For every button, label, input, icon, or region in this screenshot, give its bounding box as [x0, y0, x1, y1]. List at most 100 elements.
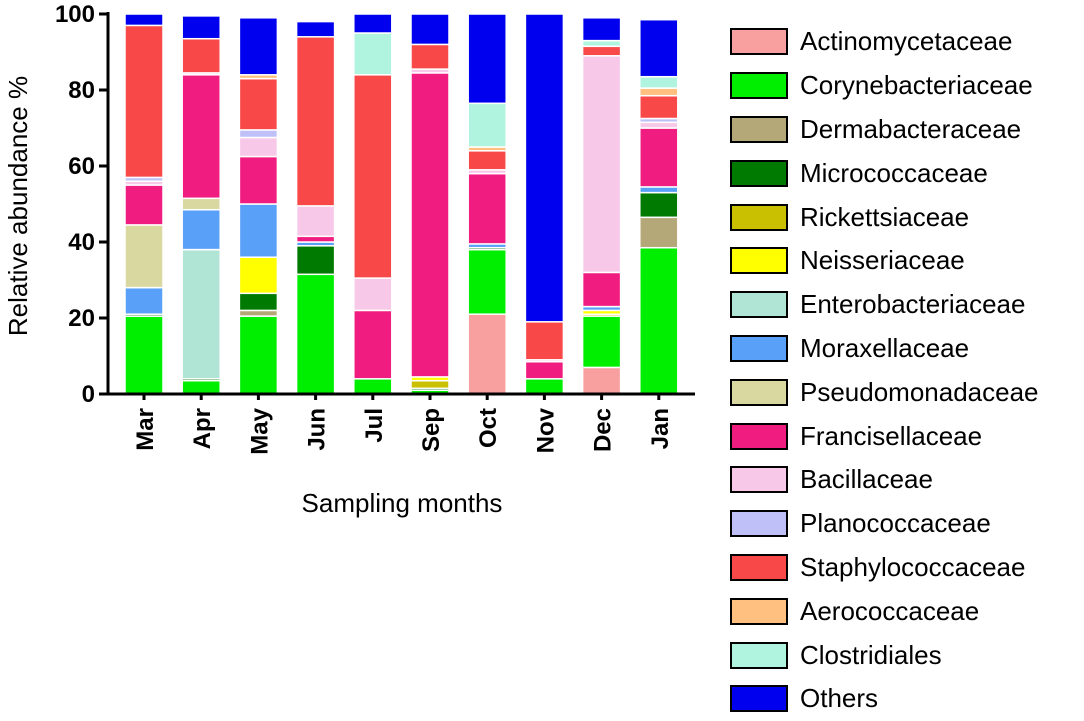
bar-segment-may-15 — [238, 17, 279, 76]
legend-item-francisellaceae: Francisellaceae — [730, 414, 1039, 458]
legend-swatch — [730, 115, 788, 143]
legend-label: Neisseriaceae — [800, 245, 965, 276]
bar-segment-nov-12 — [524, 321, 565, 361]
bar-segment-oct-15 — [467, 13, 507, 105]
bar-segment-may-12 — [238, 77, 279, 131]
bar-segment-mar-12 — [124, 24, 164, 179]
legend-swatch — [730, 291, 788, 319]
legend-label: Others — [800, 683, 879, 714]
legend-item-corynebacteriaceae: Corynebacteriaceae — [730, 64, 1039, 108]
legend-label: Enterobacteriaceae — [800, 289, 1026, 320]
stacked-bar-chart: Mar Apr May Jun Jul Sep Oct Nov Dec Jan 0 20 40 60 80 1… — [3, 1, 695, 518]
legend-item-aerococcaceae: Aerococcaceae — [730, 589, 1039, 633]
bar-segment-jun-1 — [295, 273, 336, 395]
x-tick-label-mar: Mar — [132, 408, 159, 451]
legend-swatch — [730, 72, 788, 100]
bar-segment-jan-13 — [639, 87, 679, 97]
legend-swatch — [730, 466, 788, 494]
y-tick-label-100: 100 — [55, 1, 95, 28]
legend-label: Clostridiales — [800, 639, 942, 670]
bar-segment-nov-15 — [524, 13, 565, 323]
legend-swatch — [730, 247, 788, 275]
bar-segment-sep-4 — [410, 379, 450, 390]
bar-segment-jun-9 — [295, 235, 336, 243]
legend-swatch — [730, 597, 788, 625]
bar-segment-jan-15 — [639, 18, 679, 78]
bar-segment-mar-15 — [124, 13, 164, 27]
x-tick-label-nov: Nov — [532, 407, 559, 453]
bar-segment-apr-6 — [181, 248, 221, 380]
legend-swatch — [730, 685, 788, 713]
x-axis-label: Sampling months — [302, 488, 503, 518]
tick-labels: Mar Apr May Jun Jul Sep Oct Nov Dec Jan 0 20 40 60 80 1… — [55, 1, 674, 455]
legend-item-bacillaceae: Bacillaceae — [730, 458, 1039, 502]
bar-segment-may-5 — [238, 256, 279, 295]
bar-segment-jan-9 — [639, 127, 679, 188]
bar-segment-dec-15 — [581, 17, 622, 42]
bar-segment-mar-8 — [124, 224, 164, 289]
legend-item-enterobacteriaceae: Enterobacteriaceae — [730, 283, 1039, 327]
bar-segment-jul-12 — [353, 74, 393, 279]
legend-label: Bacillaceae — [800, 464, 933, 495]
bar-segment-apr-9 — [181, 74, 221, 200]
legend-label: Dermabacteraceae — [800, 113, 1022, 144]
x-tick-label-jul: Jul — [361, 408, 388, 443]
legend-label: Rickettsiaceae — [800, 201, 970, 232]
legend-swatch — [730, 641, 788, 669]
legend-item-clostridiales: Clostridiales — [730, 633, 1039, 677]
x-tick-label-sep: Sep — [418, 408, 445, 452]
x-tick-label-dec: Dec — [590, 408, 617, 452]
bar-segment-dec-12 — [581, 45, 622, 57]
bar-segment-jan-3 — [639, 191, 679, 219]
bar-segment-dec-1 — [581, 315, 622, 369]
x-tick-label-oct: Oct — [475, 408, 502, 448]
legend-label: Actinomycetaceae — [800, 26, 1013, 57]
legend-label: Aerococcaceae — [800, 595, 980, 626]
bar-segment-jan-14 — [639, 75, 679, 89]
bar-segment-jun-12 — [295, 36, 336, 207]
bar-segment-jan-2 — [639, 216, 679, 249]
bar-segment-dec-9 — [581, 271, 622, 308]
y-tick-label-20: 20 — [68, 305, 95, 332]
bar-segment-nov-9 — [524, 360, 565, 380]
legend-item-moraxellaceae: Moraxellaceae — [730, 327, 1039, 371]
x-tick-label-jan: Jan — [647, 408, 674, 449]
bar-segment-may-1 — [238, 315, 279, 395]
bar-segment-mar-9 — [124, 184, 164, 226]
legend-item-micrococcaceae: Micrococcaceae — [730, 151, 1039, 195]
bar-segment-dec-0 — [581, 366, 622, 395]
bar-segment-oct-1 — [467, 248, 507, 315]
bar-segment-jul-14 — [353, 32, 393, 76]
legend-label: Pseudomonadaceae — [800, 376, 1039, 407]
bar-segment-apr-7 — [181, 208, 221, 251]
bar-segment-may-9 — [238, 155, 279, 205]
bar-segment-jun-10 — [295, 205, 336, 238]
y-tick-label-40: 40 — [68, 229, 95, 256]
bar-segment-sep-12 — [410, 43, 450, 70]
y-axis-label: Relative abundance % — [3, 76, 33, 336]
bar-segment-jul-10 — [353, 277, 393, 312]
legend-swatch — [730, 334, 788, 362]
legend-label: Staphylococcaceae — [800, 551, 1026, 582]
legend-swatch — [730, 28, 788, 56]
legend-item-planococcaceae: Planococcaceae — [730, 502, 1039, 546]
legend-swatch — [730, 510, 788, 538]
legend-swatch — [730, 378, 788, 406]
x-tick-label-apr: Apr — [189, 408, 216, 449]
y-tick-label-60: 60 — [68, 153, 95, 180]
legend-swatch — [730, 159, 788, 187]
bar-segment-jan-1 — [639, 246, 679, 395]
axes — [99, 12, 695, 400]
bar-segment-may-7 — [238, 203, 279, 258]
bar-segment-may-2 — [238, 309, 279, 317]
bar-segment-oct-14 — [467, 102, 507, 148]
bar-segment-apr-1 — [181, 379, 221, 395]
bar-segment-oct-0 — [467, 313, 507, 395]
bar-segment-may-3 — [238, 292, 279, 312]
bar-segment-sep-15 — [410, 13, 450, 46]
bar-segment-dec-14 — [581, 39, 622, 48]
bar-segment-oct-12 — [467, 150, 507, 171]
y-tick-label-80: 80 — [68, 77, 95, 104]
bar-segment-dec-10 — [581, 55, 622, 274]
bar-segment-mar-1 — [124, 315, 164, 395]
